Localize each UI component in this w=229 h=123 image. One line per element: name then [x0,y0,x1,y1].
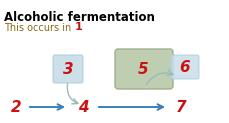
Text: 5: 5 [137,62,148,77]
Text: 4: 4 [77,100,88,115]
FancyBboxPatch shape [170,55,198,79]
Text: 1: 1 [75,22,82,32]
Text: 2: 2 [11,100,21,115]
Text: This occurs in: This occurs in [4,23,71,33]
Text: 3: 3 [63,62,73,77]
Text: 7: 7 [175,100,185,115]
Text: 6: 6 [179,60,189,75]
FancyBboxPatch shape [114,49,172,89]
FancyBboxPatch shape [53,55,83,83]
Text: Alcoholic fermentation: Alcoholic fermentation [4,11,154,24]
